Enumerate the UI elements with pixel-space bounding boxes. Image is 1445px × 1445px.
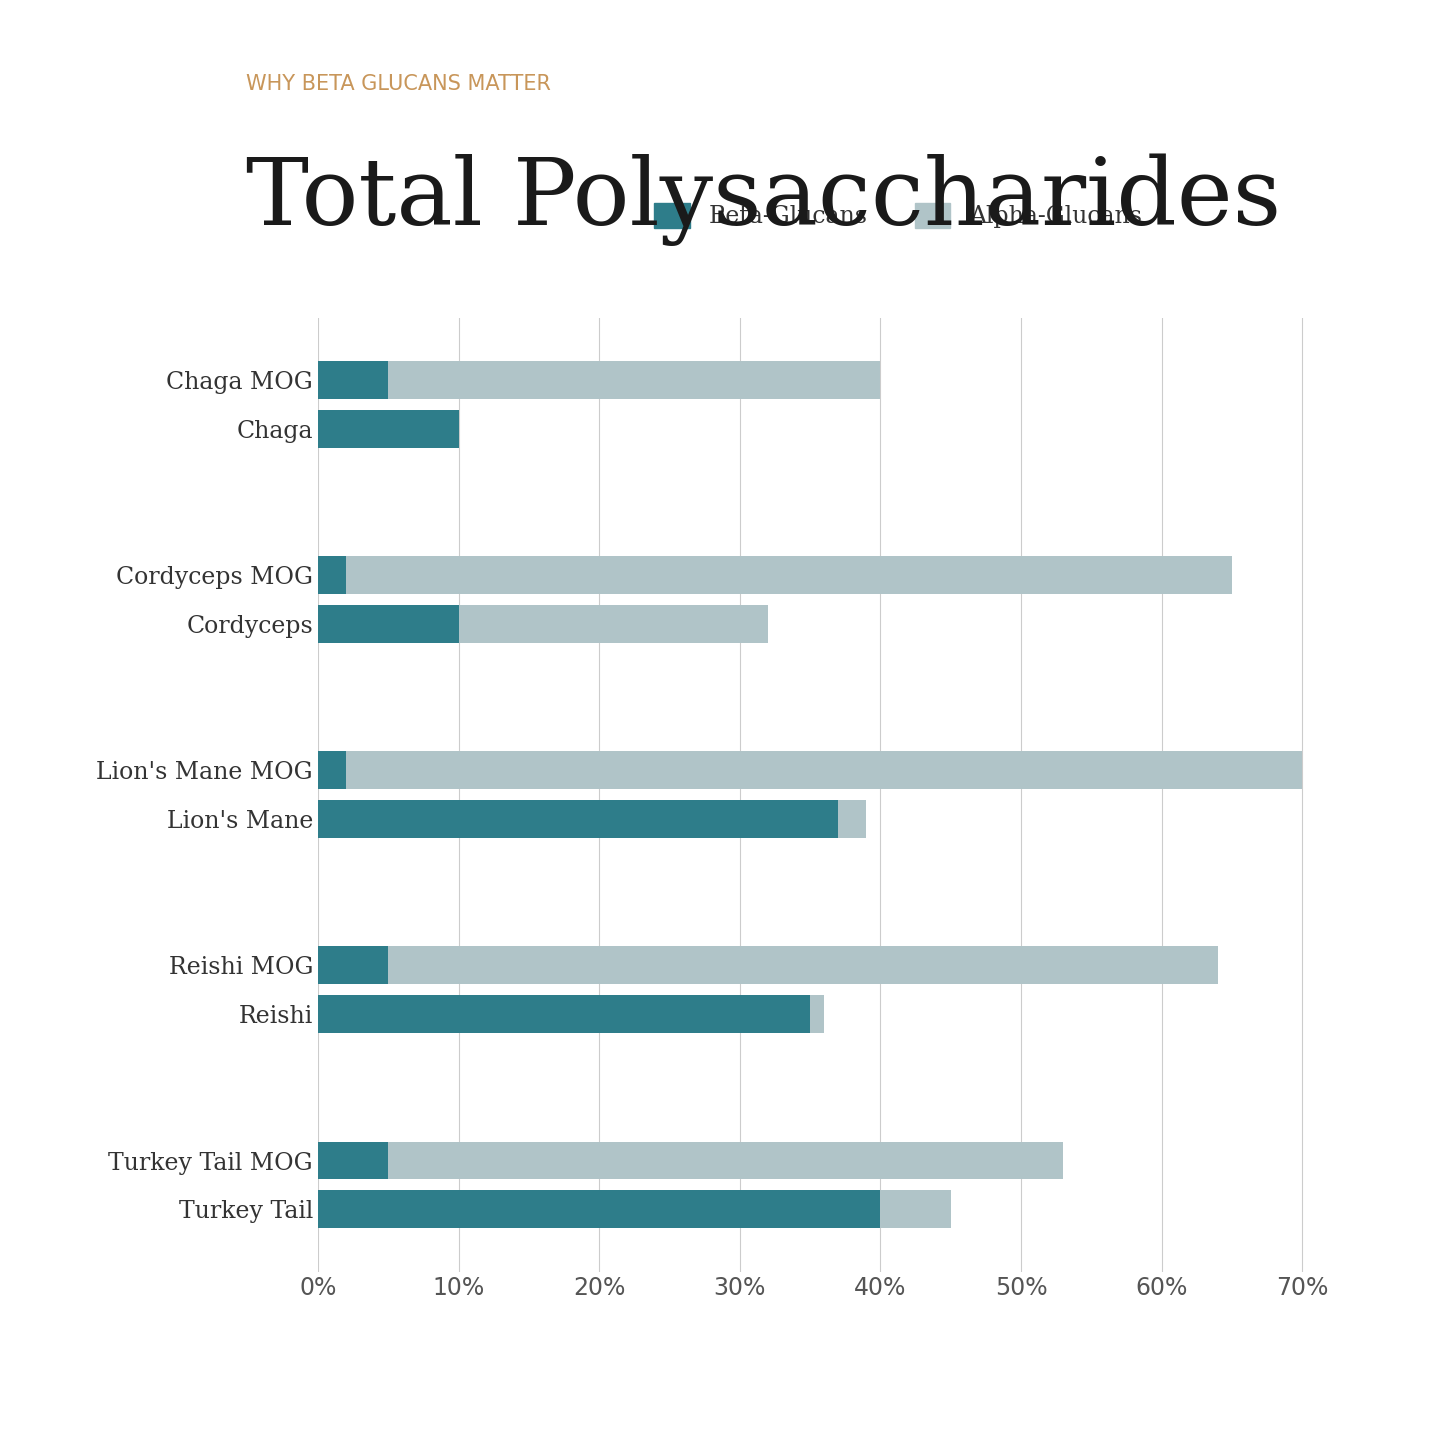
Bar <box>389 361 880 399</box>
Bar <box>389 946 1218 984</box>
Bar <box>880 1191 951 1228</box>
Bar <box>318 605 458 643</box>
Bar <box>345 556 1233 594</box>
Bar <box>318 1191 880 1228</box>
Bar <box>318 996 811 1033</box>
Bar <box>458 605 767 643</box>
Bar <box>318 361 389 399</box>
Bar <box>838 801 867 838</box>
Bar <box>318 410 458 448</box>
Text: WHY BETA GLUCANS MATTER: WHY BETA GLUCANS MATTER <box>246 74 551 94</box>
Bar <box>389 1142 1064 1179</box>
Bar <box>318 1142 389 1179</box>
Bar <box>345 751 1302 789</box>
Bar <box>811 996 824 1033</box>
Bar <box>318 556 345 594</box>
Legend: Beta-Glucans, Alpha-Glucans: Beta-Glucans, Alpha-Glucans <box>644 194 1152 238</box>
Bar <box>318 801 838 838</box>
Text: Total Polysaccharides: Total Polysaccharides <box>246 153 1280 246</box>
Bar <box>318 946 389 984</box>
Bar <box>318 751 345 789</box>
